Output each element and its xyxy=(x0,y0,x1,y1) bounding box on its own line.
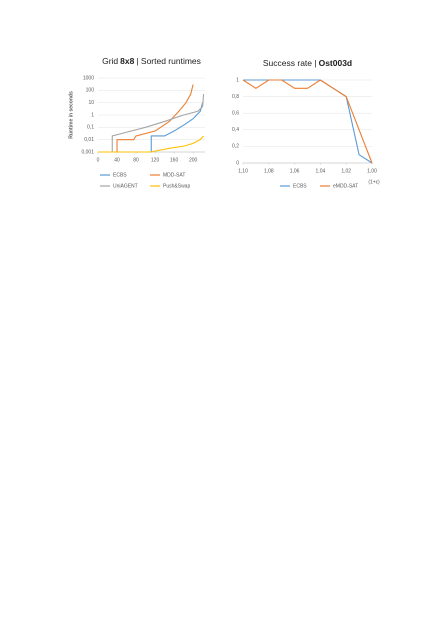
chart-title: Success rate | Ost003d xyxy=(263,58,352,68)
y-tick-label: 0 xyxy=(236,160,239,166)
y-tick-label: 1000 xyxy=(83,75,94,81)
legend-label: Push&Swap xyxy=(163,183,190,189)
y-tick-label: 1 xyxy=(236,77,239,83)
legend-label: eMDD-SAT xyxy=(333,183,358,189)
series-line xyxy=(98,102,204,153)
title-part: Ost003d xyxy=(319,58,353,68)
y-axis-label: Runtime in seconds xyxy=(68,91,74,139)
y-tick-label: 0,001 xyxy=(81,149,94,155)
title-part: Grid xyxy=(102,56,118,66)
x-tick-label: 200 xyxy=(189,157,198,163)
y-tick-label: 0,1 xyxy=(87,125,94,131)
x-tick-label: 40 xyxy=(114,157,120,163)
y-tick-label: 1 xyxy=(91,112,94,118)
x-tick-label: 1,10 xyxy=(238,168,248,174)
legend-label: MDD-SAT xyxy=(163,172,185,178)
title-part: Success rate | xyxy=(263,58,317,68)
x-tick-label: 1,06 xyxy=(290,168,300,174)
legend-label: UniAGENT xyxy=(113,183,138,189)
y-tick-label: 100 xyxy=(86,88,95,94)
y-tick-label: 0,6 xyxy=(232,111,239,117)
y-tick-label: 0,8 xyxy=(232,94,239,100)
legend-label: ECBS xyxy=(293,183,307,189)
y-tick-label: 0,4 xyxy=(232,127,239,133)
x-tick-label: 1,00 xyxy=(367,168,377,174)
x-tick-label: 120 xyxy=(151,157,160,163)
chart-title: Grid 8x8 | Sorted runtimes xyxy=(102,56,201,66)
x-axis-label: (1+ε) xyxy=(368,179,380,185)
x-tick-label: 1,04 xyxy=(316,168,326,174)
title-part: 8x8 xyxy=(120,56,134,66)
y-tick-label: 10 xyxy=(88,100,94,106)
x-tick-label: 160 xyxy=(170,157,179,163)
y-tick-label: 0,01 xyxy=(84,137,94,143)
series-line xyxy=(98,135,204,153)
legend-label: ECBS xyxy=(113,172,127,178)
x-tick-label: 1,08 xyxy=(264,168,274,174)
series-line xyxy=(98,94,205,153)
series-line xyxy=(243,79,373,164)
x-tick-label: 1,02 xyxy=(341,168,351,174)
series-line xyxy=(98,84,194,153)
x-tick-label: 80 xyxy=(133,157,139,163)
y-tick-label: 0,2 xyxy=(232,144,239,150)
series-line xyxy=(242,79,373,164)
x-tick-label: 0 xyxy=(97,157,100,163)
title-part: | Sorted runtimes xyxy=(136,56,201,66)
